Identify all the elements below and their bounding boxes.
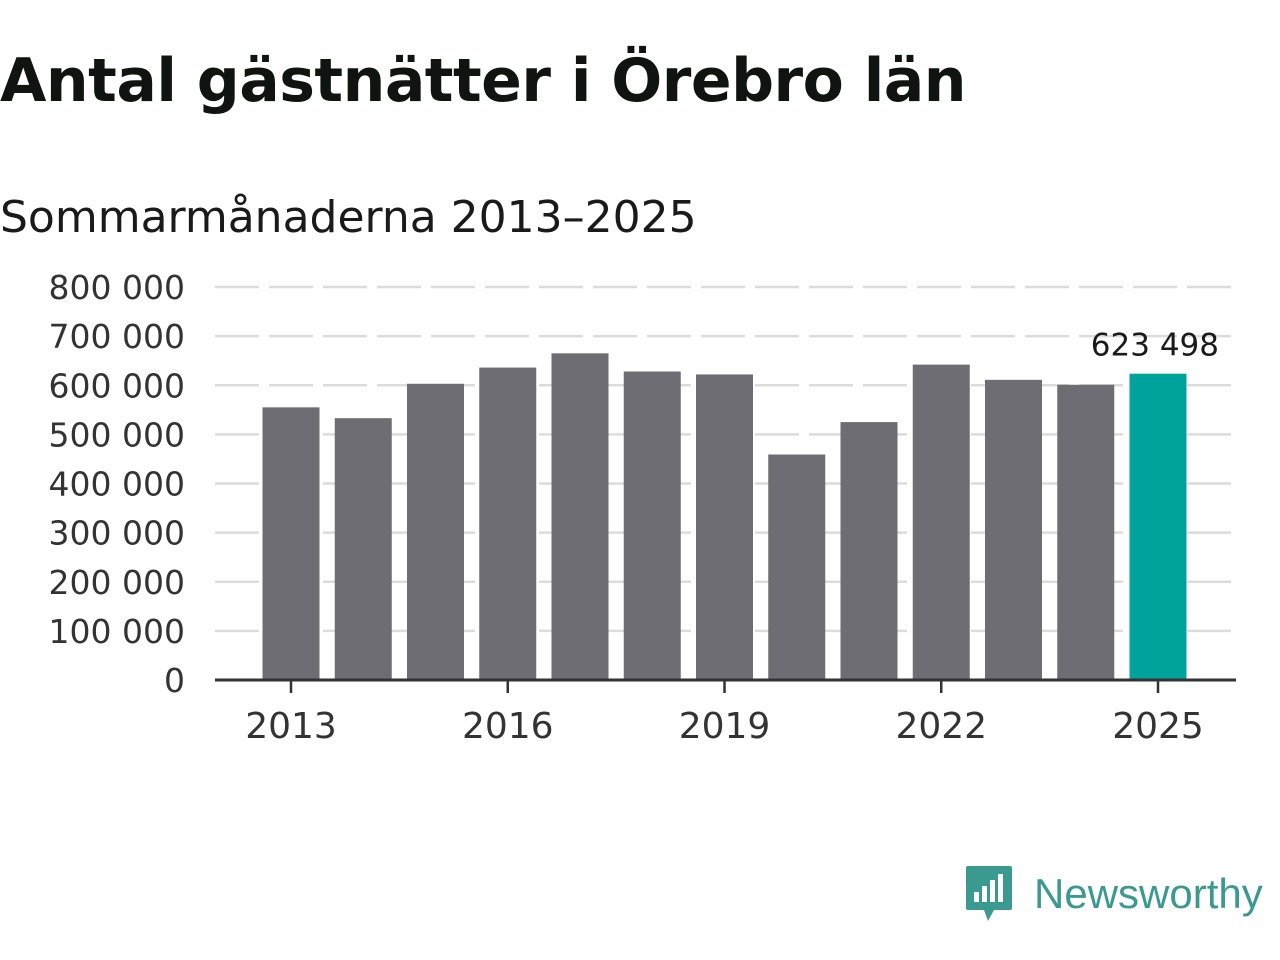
bar <box>262 407 320 680</box>
y-tick-label: 200 000 <box>49 563 185 602</box>
bar <box>407 383 464 680</box>
x-tick-label: 2019 <box>679 706 771 747</box>
y-tick-label: 600 000 <box>49 366 185 405</box>
bar <box>985 379 1042 680</box>
brand-name: Newsworthy <box>1034 870 1263 917</box>
data-label: 623 498 <box>1091 328 1219 364</box>
y-tick-label: 500 000 <box>49 415 185 454</box>
bar <box>551 353 609 680</box>
bar <box>840 422 898 680</box>
bar <box>1057 384 1115 680</box>
y-tick-label: 300 000 <box>49 514 185 553</box>
y-tick-label: 700 000 <box>49 317 185 356</box>
newsworthy-logo-icon <box>966 866 1012 921</box>
y-tick-label: 400 000 <box>49 465 185 504</box>
bar <box>479 367 537 680</box>
y-tick-label: 100 000 <box>49 612 185 651</box>
bar <box>334 418 392 680</box>
bar-highlight <box>1129 373 1187 680</box>
chart-title: Antal gästnätter i Örebro län <box>0 46 967 116</box>
bar <box>696 374 753 680</box>
bar <box>912 364 970 680</box>
y-tick-label: 800 000 <box>49 268 185 307</box>
x-tick-label: 2016 <box>462 706 554 747</box>
bar <box>768 454 826 680</box>
newsworthy-logo: Newsworthy <box>964 864 1263 924</box>
x-tick-label: 2025 <box>1112 706 1204 747</box>
chart-subtitle: Sommarmånaderna 2013–2025 <box>0 192 697 243</box>
x-tick-label: 2013 <box>245 706 337 747</box>
y-tick-label: 0 <box>164 661 185 700</box>
bar <box>623 371 681 680</box>
x-tick-label: 2022 <box>895 706 987 747</box>
